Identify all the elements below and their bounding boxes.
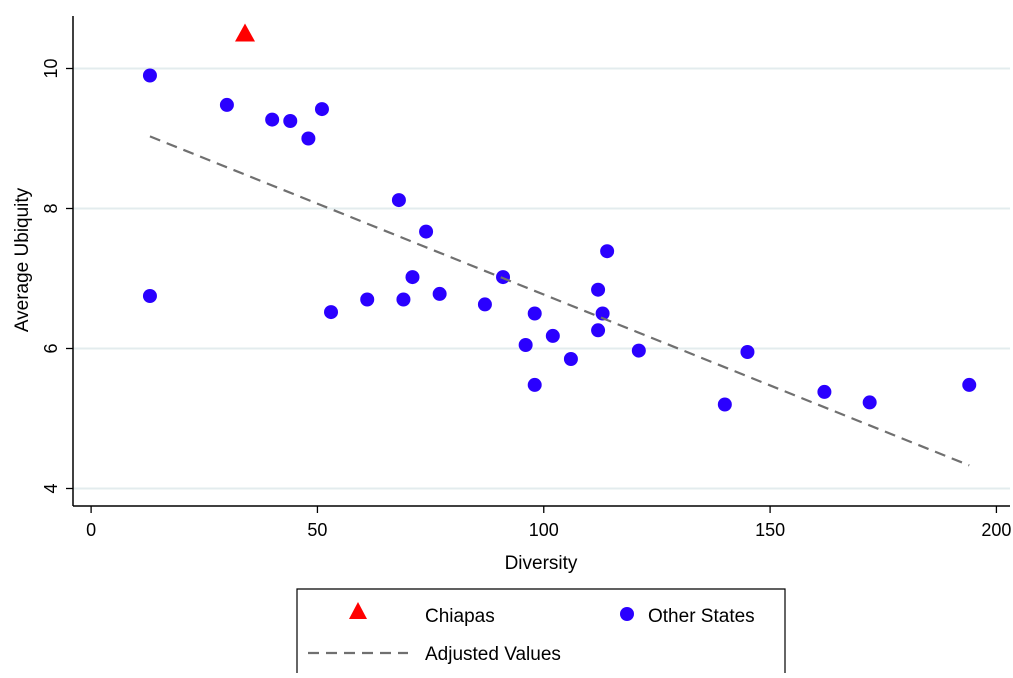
legend-label-adjusted-values: Adjusted Values (425, 644, 561, 665)
y-tick-label-4: 4 (41, 483, 61, 493)
legend-label-chiapas: Chiapas (425, 606, 495, 627)
x-tick-label-200: 200 (981, 520, 1011, 540)
point-other-states-22 (591, 323, 606, 338)
point-other-states-24 (600, 244, 615, 259)
x-tick-label-0: 0 (86, 520, 96, 540)
y-axis-title: Average Ubiquity (12, 187, 33, 332)
point-chiapas-0 (235, 23, 256, 42)
gridlines (73, 67, 1010, 490)
point-other-states-26 (717, 397, 732, 412)
point-other-states-5 (301, 131, 316, 146)
point-other-states-11 (405, 270, 420, 285)
point-other-states-30 (962, 377, 977, 392)
point-other-states-25 (631, 343, 646, 358)
y-tick-label-6: 6 (41, 343, 61, 353)
point-other-states-27 (740, 345, 755, 359)
point-other-states-6 (314, 102, 329, 117)
point-other-states-17 (527, 306, 542, 321)
x-tick-label-50: 50 (307, 520, 327, 540)
legend-box (296, 588, 786, 673)
data-series (142, 23, 977, 467)
point-other-states-19 (545, 328, 560, 343)
point-other-states-2 (219, 97, 234, 112)
point-other-states-10 (396, 292, 411, 307)
axes (72, 16, 1010, 507)
red-triangle-icon (349, 602, 367, 619)
point-other-states-16 (518, 338, 533, 352)
point-other-states-9 (391, 193, 406, 208)
fitted-line-adjusted-values (149, 135, 970, 467)
point-other-states-8 (360, 292, 375, 307)
point-other-states-23 (595, 306, 610, 321)
legend: Chiapas Other States Adjusted Values (296, 588, 786, 673)
point-other-states-12 (419, 224, 434, 239)
x-axis-title: Diversity (505, 553, 578, 574)
y-tick-label-8: 8 (41, 203, 61, 213)
point-other-states-29 (862, 395, 877, 410)
point-other-states-20 (563, 352, 578, 366)
blue-circle-icon (620, 607, 634, 621)
point-other-states-4 (283, 114, 298, 128)
point-other-states-1 (142, 289, 157, 303)
x-tick-label-100: 100 (529, 520, 559, 540)
point-other-states-14 (477, 297, 492, 312)
y-tick-label-10: 10 (41, 58, 61, 78)
legend-label-other-states: Other States (648, 606, 755, 627)
point-other-states-0 (142, 68, 157, 83)
x-tick-label-150: 150 (755, 520, 785, 540)
point-other-states-3 (265, 112, 280, 127)
point-other-states-21 (591, 282, 606, 297)
point-other-states-28 (817, 384, 832, 399)
point-other-states-13 (432, 286, 447, 301)
point-other-states-18 (527, 377, 542, 392)
point-other-states-7 (324, 305, 339, 320)
